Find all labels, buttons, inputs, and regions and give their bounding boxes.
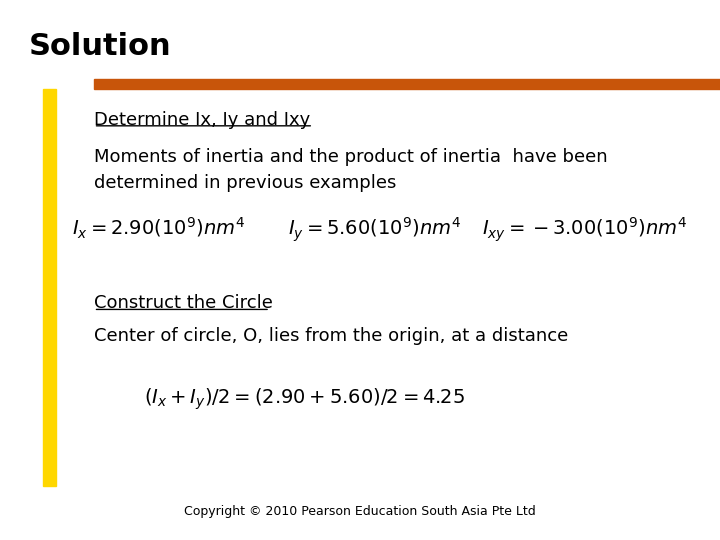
Text: Moments of inertia and the product of inertia  have been
determined in previous : Moments of inertia and the product of in… <box>94 148 607 192</box>
Text: $I_y = 5.60\left(10^9\right)nm^4$: $I_y = 5.60\left(10^9\right)nm^4$ <box>288 216 462 245</box>
Text: $\left(I_x + I_y\right)/2 = (2.90+5.60)/2 = 4.25$: $\left(I_x + I_y\right)/2 = (2.90+5.60)/… <box>144 386 465 411</box>
Bar <box>43 89 56 486</box>
Text: Copyright © 2010 Pearson Education South Asia Pte Ltd: Copyright © 2010 Pearson Education South… <box>184 505 536 518</box>
Text: Center of circle, O, lies from the origin, at a distance: Center of circle, O, lies from the origi… <box>94 327 568 345</box>
Text: Solution: Solution <box>29 32 171 62</box>
Text: Construct the Circle: Construct the Circle <box>94 294 272 312</box>
Text: Determine Ix, Iy and Ixy: Determine Ix, Iy and Ixy <box>94 111 310 129</box>
Bar <box>94 79 720 89</box>
Text: $I_x = 2.90\left(10^9\right)nm^4$: $I_x = 2.90\left(10^9\right)nm^4$ <box>72 216 246 241</box>
Text: $I_{xy} = -3.00\left(10^9\right)nm^4$: $I_{xy} = -3.00\left(10^9\right)nm^4$ <box>482 216 688 245</box>
